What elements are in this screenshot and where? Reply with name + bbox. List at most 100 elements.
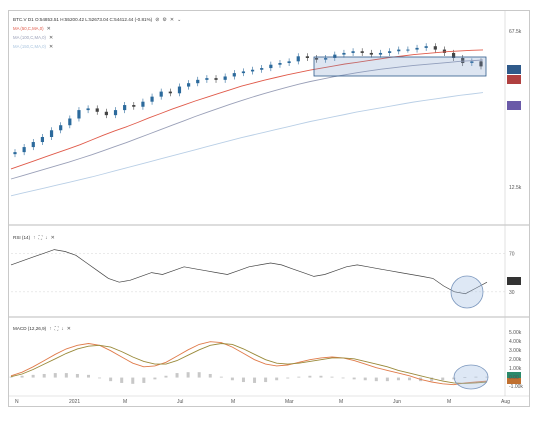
- consolidation-highlight-box: [313, 56, 487, 77]
- macd-histogram-bar: [396, 377, 400, 381]
- candle-body: [461, 57, 465, 64]
- macd-highlight-circle: [453, 364, 489, 390]
- close-icon[interactable]: ✕: [48, 34, 54, 41]
- macd-histogram-bar: [31, 374, 35, 378]
- arrow-up-icon[interactable]: ↑: [33, 234, 36, 241]
- interval-label: D1: [27, 16, 34, 22]
- rsi-title: RSI (14): [13, 234, 31, 240]
- macd-axis-label: 3.00k: [509, 348, 522, 354]
- candle-body: [305, 56, 309, 58]
- arrow-up-icon[interactable]: ↑: [49, 325, 52, 332]
- macd-histogram-bar: [408, 377, 412, 381]
- macd-axis-label: -1.00k: [509, 384, 523, 390]
- chart-frame: BTC.V D1 O:54853.51 H:55200.42 L:52673.0…: [8, 10, 530, 407]
- macd-histogram-bar: [86, 374, 90, 378]
- candle-body: [40, 136, 45, 143]
- symbol-legend: BTC.V D1 O:54853.51 H:55200.42 L:52673.0…: [13, 15, 181, 51]
- candle-body: [250, 69, 255, 72]
- chevron-down-icon[interactable]: ⌄: [177, 16, 182, 23]
- candle-body: [479, 61, 483, 67]
- ma50-label: MA (50,C,MA,0): [13, 25, 44, 31]
- ma100-label: MA (100,C,MA,0): [13, 34, 46, 40]
- macd-axis-label: 5.00k: [509, 330, 522, 336]
- macd-histogram-bar: [219, 376, 223, 378]
- macd-histogram-bar: [230, 377, 234, 381]
- macd-histogram-bar: [308, 375, 312, 378]
- ma-line-1: [10, 49, 484, 170]
- expand-icon[interactable]: ⛶: [54, 325, 59, 332]
- macd-value-tag: [507, 372, 521, 378]
- macd-histogram-bar: [352, 377, 356, 380]
- ma50-legend: MA (50,C,MA,0) ✕: [13, 24, 181, 33]
- arrow-down-icon[interactable]: ↓: [45, 234, 48, 241]
- candle-body: [260, 68, 264, 70]
- macd-histogram-bar: [98, 377, 102, 379]
- ma-line-3: [10, 92, 484, 197]
- candle-body: [369, 52, 373, 55]
- chart-canvas[interactable]: 67.5k 12.5k 70 30 5.00k 4.00k 3.00k 2.00k 1.00k 0…: [9, 11, 529, 406]
- close-icon[interactable]: ✕: [66, 325, 71, 332]
- candle-body: [59, 125, 63, 131]
- candle-body: [287, 61, 291, 64]
- macd-histogram-bar: [363, 377, 367, 381]
- macd-histogram-bar: [75, 373, 79, 378]
- eye-off-icon[interactable]: ⊘: [155, 16, 160, 23]
- candle-body: [360, 51, 364, 53]
- macd-histogram-bar: [186, 372, 190, 378]
- signal-value-tag: [507, 378, 521, 384]
- close-icon[interactable]: ✕: [169, 16, 175, 23]
- macd-histogram-bar: [142, 377, 146, 383]
- arrow-down-icon[interactable]: ↓: [61, 325, 64, 332]
- candle-body: [22, 147, 26, 153]
- candle-body: [77, 110, 81, 119]
- close-icon[interactable]: ✕: [50, 234, 55, 241]
- macd-histogram-bar: [275, 377, 279, 381]
- expand-icon[interactable]: ⛶: [38, 234, 43, 241]
- time-axis-label: M: [447, 399, 451, 405]
- time-axis-label: Aug: [501, 399, 510, 405]
- ma-line-2: [10, 59, 484, 180]
- macd-histogram-bar: [20, 375, 24, 378]
- price-axis-label: 67.5k: [509, 29, 522, 35]
- macd-histogram-bar: [9, 376, 13, 378]
- macd-histogram-bar: [330, 376, 334, 378]
- macd-histogram-bar: [175, 373, 179, 378]
- close-icon[interactable]: ✕: [46, 25, 51, 32]
- macd-histogram-bar: [241, 377, 245, 383]
- rsi-line: [10, 249, 488, 295]
- candle-body: [333, 54, 337, 58]
- rsi-legend: RSI (14) ↑ ⛶ ↓ ✕: [13, 233, 55, 242]
- candle-body: [104, 111, 108, 116]
- macd-histogram-bar: [164, 375, 168, 378]
- candle-body: [314, 57, 319, 60]
- candle-body: [296, 56, 300, 62]
- candle-body: [406, 49, 410, 51]
- price-axis-label: 12.5k: [509, 185, 522, 191]
- macd-axis-label: 2.00k: [509, 357, 522, 363]
- time-axis-label: Mar: [285, 399, 294, 405]
- candle-body: [342, 52, 346, 55]
- candle-body: [433, 46, 437, 50]
- candle-body: [13, 152, 17, 155]
- time-axis-label: Jun: [393, 399, 401, 405]
- macd-axis-label: 0.00: [509, 375, 519, 381]
- candle-body: [68, 118, 72, 126]
- time-axis-label: M: [231, 399, 235, 405]
- ma150-price-tag: [507, 101, 521, 110]
- last-price-tag: [507, 65, 521, 74]
- candle-body: [232, 73, 236, 77]
- candle-body: [415, 47, 419, 50]
- macd-histogram-bar: [474, 376, 478, 378]
- macd-histogram-bar: [42, 373, 46, 378]
- close-icon[interactable]: ✕: [48, 43, 54, 50]
- macd-histogram-bar: [208, 373, 212, 378]
- candle-body: [113, 110, 118, 116]
- macd-line: [10, 341, 488, 386]
- candle-body: [269, 64, 273, 69]
- macd-histogram-bar: [120, 377, 124, 383]
- macd-histogram-bar: [485, 376, 489, 378]
- macd-axis-label: 1.00k: [509, 366, 522, 372]
- settings-icon[interactable]: ⚙: [162, 16, 167, 23]
- macd-histogram-bar: [441, 377, 445, 381]
- symbol-label: BTC.V: [13, 16, 27, 22]
